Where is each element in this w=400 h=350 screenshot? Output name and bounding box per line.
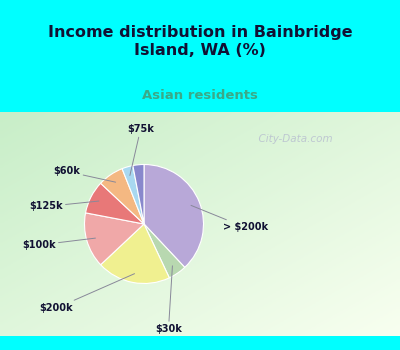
Wedge shape	[144, 224, 185, 278]
Text: $125k: $125k	[29, 201, 99, 211]
Wedge shape	[101, 169, 144, 224]
Text: City-Data.com: City-Data.com	[252, 134, 332, 144]
Wedge shape	[101, 224, 169, 284]
Text: $30k: $30k	[155, 266, 182, 334]
Wedge shape	[84, 213, 144, 265]
Wedge shape	[86, 183, 144, 224]
Text: > $200k: > $200k	[191, 205, 268, 232]
Text: $100k: $100k	[22, 238, 96, 250]
Text: $75k: $75k	[127, 125, 154, 175]
Wedge shape	[144, 164, 204, 267]
Text: $60k: $60k	[54, 167, 116, 182]
Text: $200k: $200k	[40, 274, 134, 313]
Text: Asian residents: Asian residents	[142, 89, 258, 102]
Wedge shape	[133, 164, 144, 224]
Text: Income distribution in Bainbridge
Island, WA (%): Income distribution in Bainbridge Island…	[48, 25, 352, 58]
Wedge shape	[122, 166, 144, 224]
